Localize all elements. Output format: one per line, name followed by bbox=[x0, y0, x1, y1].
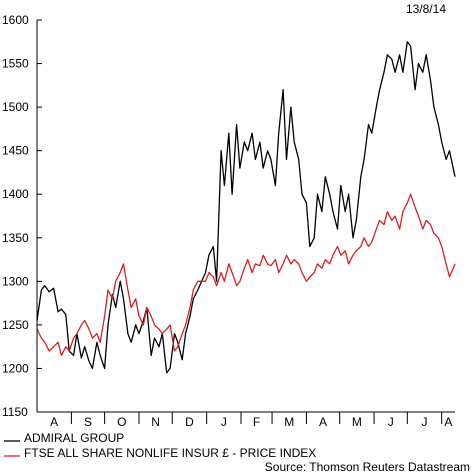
y-tick-label: 1600 bbox=[2, 13, 29, 27]
legend-label: FTSE ALL SHARE NONLIFE INSUR £ - PRICE I… bbox=[24, 446, 316, 460]
x-tick-label: M bbox=[352, 415, 362, 429]
series-line-2 bbox=[36, 193, 456, 357]
date-label: 13/8/14 bbox=[406, 2, 446, 16]
y-tick-label: 1550 bbox=[2, 57, 29, 71]
source-note: Source: Thomson Reuters Datastream bbox=[265, 460, 470, 474]
y-tick-label: 1150 bbox=[2, 405, 28, 419]
x-tick-label: S bbox=[84, 415, 92, 429]
y-tick-label: 1350 bbox=[2, 231, 29, 245]
series-layer bbox=[36, 41, 456, 374]
legend-label: ADMIRAL GROUP bbox=[24, 431, 124, 445]
x-tick-label: J bbox=[422, 415, 428, 429]
series-line-1 bbox=[36, 41, 456, 374]
y-tick-label: 1400 bbox=[2, 187, 29, 201]
y-tick-label: 1500 bbox=[2, 100, 29, 114]
x-tick-label: J bbox=[388, 415, 394, 429]
x-tick-label: N bbox=[151, 415, 160, 429]
y-tick-label: 1300 bbox=[2, 274, 29, 288]
x-tick-label: J bbox=[221, 415, 227, 429]
x-tick-label: D bbox=[185, 415, 194, 429]
x-tick-label: A bbox=[50, 415, 58, 429]
y-tick-label: 1200 bbox=[2, 361, 29, 375]
x-tick-label: O bbox=[117, 415, 126, 429]
x-tick-label: F bbox=[253, 415, 260, 429]
y-tick-label: 1450 bbox=[2, 144, 29, 158]
y-axis-ticks: 1150 1200 1250 1300 1350 1400 1450 1500 1550 1600 bbox=[2, 13, 42, 419]
x-tick-label: A bbox=[444, 415, 452, 429]
y-tick-label: 1250 bbox=[2, 318, 29, 332]
x-tick-label: M bbox=[284, 415, 294, 429]
x-tick-label: A bbox=[319, 415, 327, 429]
